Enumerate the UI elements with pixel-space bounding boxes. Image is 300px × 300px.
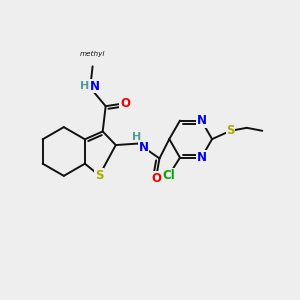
Text: N: N <box>196 151 206 164</box>
Text: S: S <box>226 124 235 137</box>
Text: H: H <box>80 81 89 91</box>
Text: N: N <box>89 80 99 93</box>
Text: H: H <box>132 132 141 142</box>
Text: N: N <box>138 141 148 154</box>
Text: N: N <box>196 114 206 127</box>
Text: methyl: methyl <box>80 51 105 57</box>
Text: O: O <box>151 172 161 185</box>
Text: O: O <box>120 97 130 110</box>
Text: S: S <box>95 169 103 182</box>
Text: Cl: Cl <box>162 169 175 182</box>
